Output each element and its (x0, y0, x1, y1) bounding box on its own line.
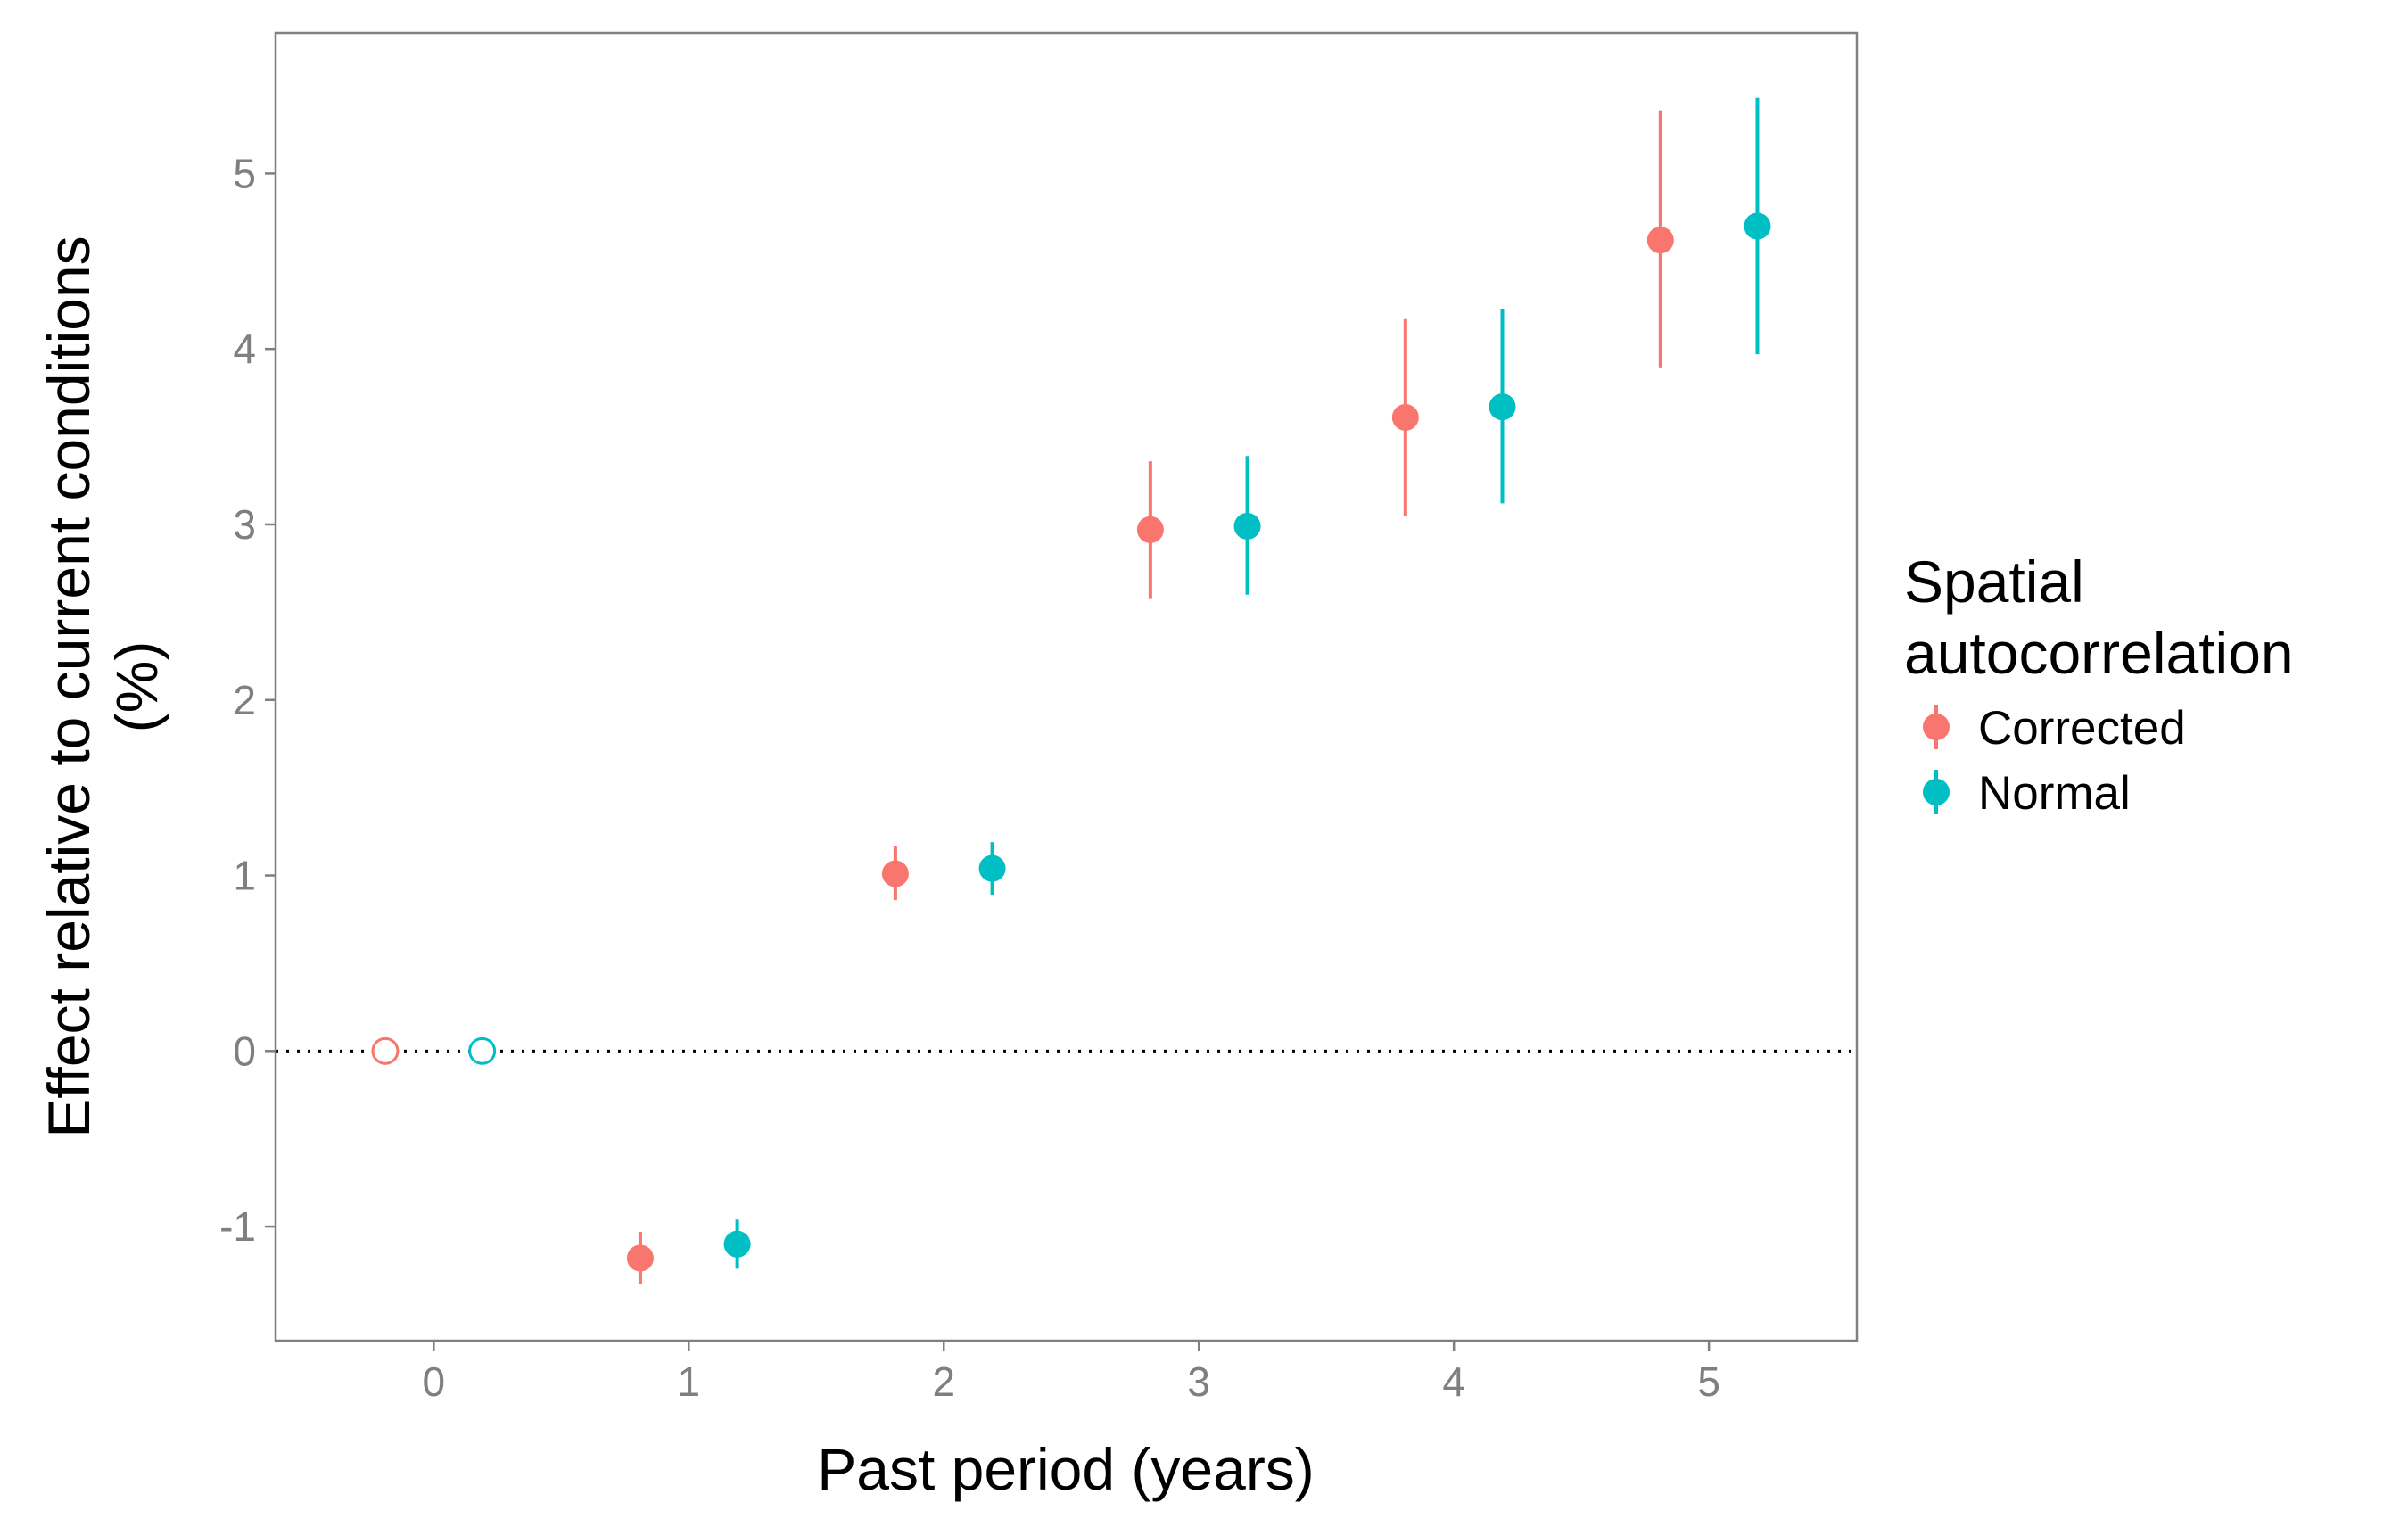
y-axis-title: Effect relative to current conditions (%… (36, 235, 169, 1137)
data-point-corrected (1646, 227, 1674, 254)
point-range-normal (1744, 97, 1771, 355)
point-range-normal (723, 1219, 751, 1269)
legend-title-line-2: autocorrelation (1904, 620, 2294, 686)
open-point-normal (468, 1036, 497, 1065)
y-axis-title-line-2: (%) (103, 641, 169, 733)
data-point-normal (1744, 212, 1771, 240)
legend-title-line-1: Spatial (1904, 549, 2084, 615)
mark-layer (371, 97, 1771, 1285)
data-point-corrected (1391, 403, 1419, 431)
legend-key-normal (1923, 770, 1950, 814)
y-axis: -1 0 1 2 3 4 5 (219, 150, 276, 1250)
y-tick-label: 5 (233, 150, 256, 196)
legend: Spatial autocorrelation Corrected Normal (1904, 549, 2294, 820)
legend-label-normal: Normal (1978, 767, 2131, 820)
x-tick-label: 0 (423, 1358, 446, 1405)
legend-key-corrected (1923, 705, 1950, 749)
legend-key-corrected-point (1923, 714, 1950, 740)
data-point-normal (1233, 512, 1261, 540)
data-point-corrected (1136, 516, 1164, 543)
x-axis: 0 1 2 3 4 5 (423, 1341, 1720, 1405)
y-tick-label: 2 (233, 677, 256, 723)
point-range-corrected (371, 1036, 400, 1065)
y-axis-title-line-1: Effect relative to current conditions (36, 235, 102, 1137)
y-tick-label: -1 (219, 1203, 256, 1250)
x-tick-label: 3 (1187, 1358, 1210, 1405)
y-tick-label: 4 (233, 326, 256, 372)
data-point-normal (723, 1230, 751, 1258)
data-point-corrected (626, 1244, 654, 1272)
plot-background (276, 33, 1857, 1341)
data-point-normal (1489, 393, 1516, 421)
x-tick-label: 5 (1697, 1358, 1720, 1405)
point-range-corrected (1391, 318, 1419, 516)
point-range-corrected (1136, 461, 1164, 599)
plot-panel-border (274, 31, 1859, 1342)
point-range-normal (1233, 456, 1261, 595)
x-axis-title: Past period (years) (817, 1436, 1315, 1502)
legend-label-corrected: Corrected (1978, 702, 2186, 755)
point-range-normal (468, 1036, 497, 1065)
point-range-normal (1489, 308, 1516, 504)
point-range-corrected (1646, 110, 1674, 368)
y-tick-label: 0 (233, 1028, 256, 1074)
x-tick-label: 4 (1442, 1358, 1465, 1405)
data-point-corrected (881, 860, 909, 887)
y-tick-label: 3 (233, 501, 256, 548)
x-tick-label: 2 (932, 1358, 955, 1405)
point-range-normal (978, 842, 1006, 896)
open-point-corrected (371, 1036, 400, 1065)
data-point-normal (978, 854, 1006, 882)
x-tick-label: 1 (677, 1358, 700, 1405)
point-range-corrected (626, 1231, 654, 1285)
legend-key-normal-point (1923, 779, 1950, 805)
point-range-corrected (881, 846, 909, 901)
y-tick-label: 1 (233, 853, 256, 899)
